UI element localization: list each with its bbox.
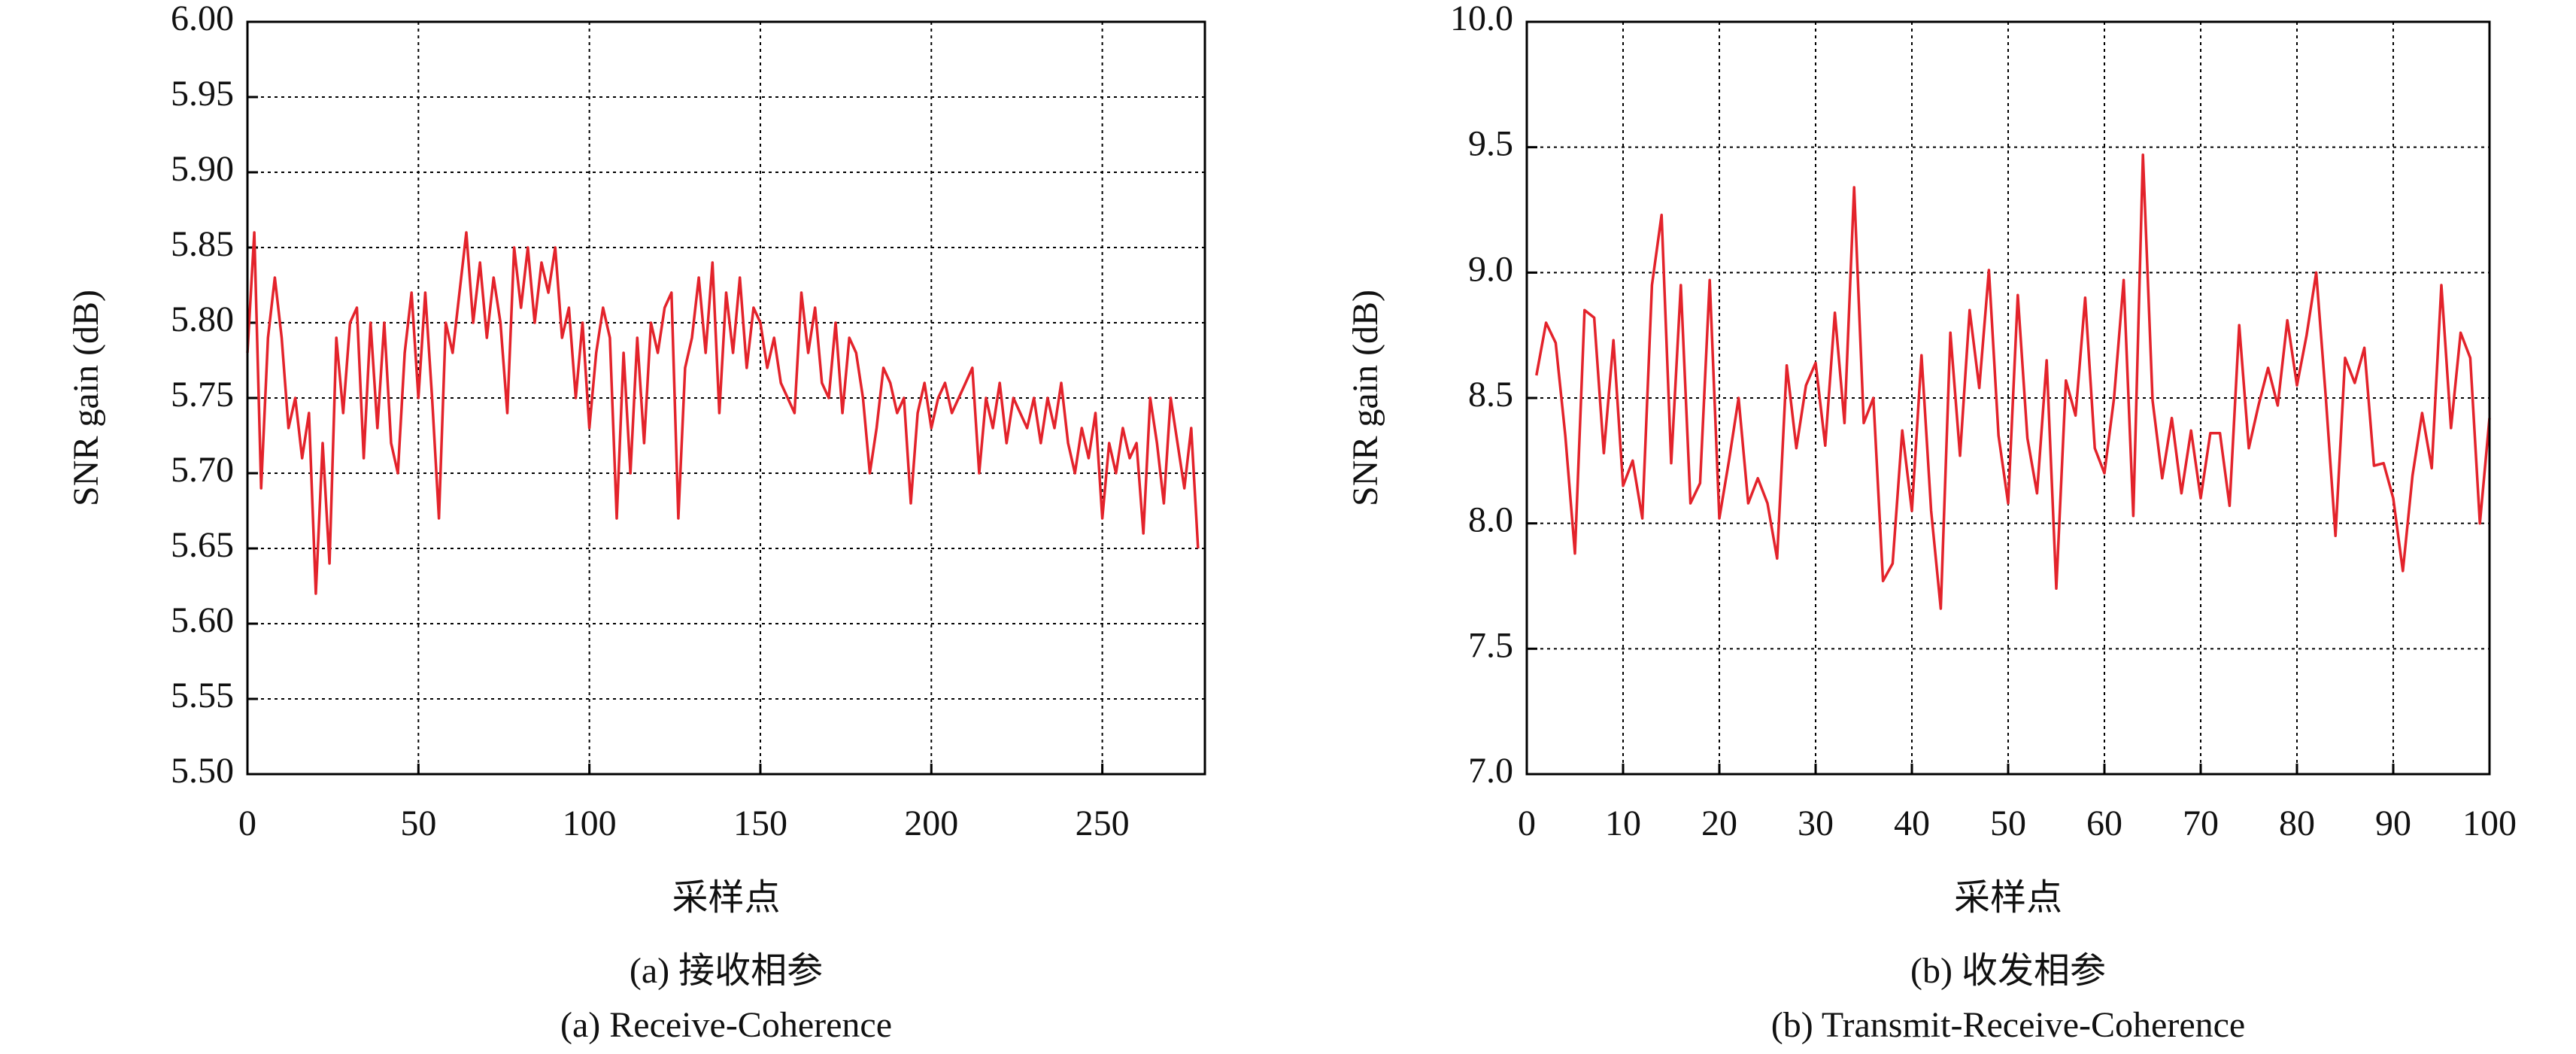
y-tick-label: 5.95: [171, 74, 234, 114]
x-tick-label: 40: [1894, 803, 1930, 843]
y-tick-label: 9.5: [1468, 124, 1513, 164]
x-tick-label: 50: [400, 803, 436, 843]
plot-frame: [1525, 20, 2491, 776]
y-tick-label: 7.5: [1468, 625, 1513, 665]
x-tick-label: 0: [1518, 803, 1536, 843]
x-axis-label: 采样点: [1954, 876, 2062, 919]
caption: (a) Receive-Coherence: [560, 1005, 892, 1045]
y-tick-label: 5.80: [171, 299, 234, 339]
y-tick-label: 8.0: [1468, 500, 1513, 540]
x-tick-label: 0: [238, 803, 256, 843]
x-tick-label: 60: [2086, 803, 2122, 843]
x-tick-label: 30: [1798, 803, 1834, 843]
x-axis-label: 采样点: [672, 876, 780, 919]
plot-frame: [246, 20, 1206, 776]
x-tick-label: 150: [733, 803, 787, 843]
x-tick-label: 70: [2183, 803, 2219, 843]
y-tick-label: 7.0: [1468, 751, 1513, 791]
data-line: [246, 231, 1200, 595]
x-tick-label: 50: [1990, 803, 2026, 843]
y-tick-label: 5.70: [171, 450, 234, 490]
caption: (b) Transmit-Receive-Coherence: [1771, 1005, 2245, 1045]
y-axis-label: SNR gain (dB): [1346, 290, 1385, 506]
y-tick-label: 5.75: [171, 375, 234, 415]
x-tick-label: 80: [2279, 803, 2315, 843]
x-tick-label: 200: [904, 803, 958, 843]
y-tick-label: 8.5: [1468, 375, 1513, 415]
y-tick-label: 5.55: [171, 676, 234, 715]
data-line: [1535, 153, 2491, 610]
y-tick-label: 9.0: [1468, 249, 1513, 289]
x-tick-label: 10: [1605, 803, 1641, 843]
y-tick-label: 5.60: [171, 600, 234, 640]
x-tick-label: 90: [2375, 803, 2411, 843]
x-tick-label: 100: [563, 803, 617, 843]
y-tick-label: 5.85: [171, 224, 234, 264]
y-tick-label: 10.0: [1450, 0, 1513, 38]
x-tick-label: 100: [2462, 803, 2517, 843]
y-tick-label: 6.00: [171, 0, 234, 38]
caption: (b) 收发相参: [1910, 951, 2106, 991]
caption: (a) 接收相参: [630, 951, 823, 991]
y-axis-label: SNR gain (dB): [66, 290, 106, 506]
x-tick-label: 250: [1076, 803, 1130, 843]
y-tick-label: 5.90: [171, 149, 234, 189]
y-tick-label: 5.50: [171, 751, 234, 791]
x-tick-label: 20: [1701, 803, 1737, 843]
y-tick-label: 5.65: [171, 525, 234, 565]
